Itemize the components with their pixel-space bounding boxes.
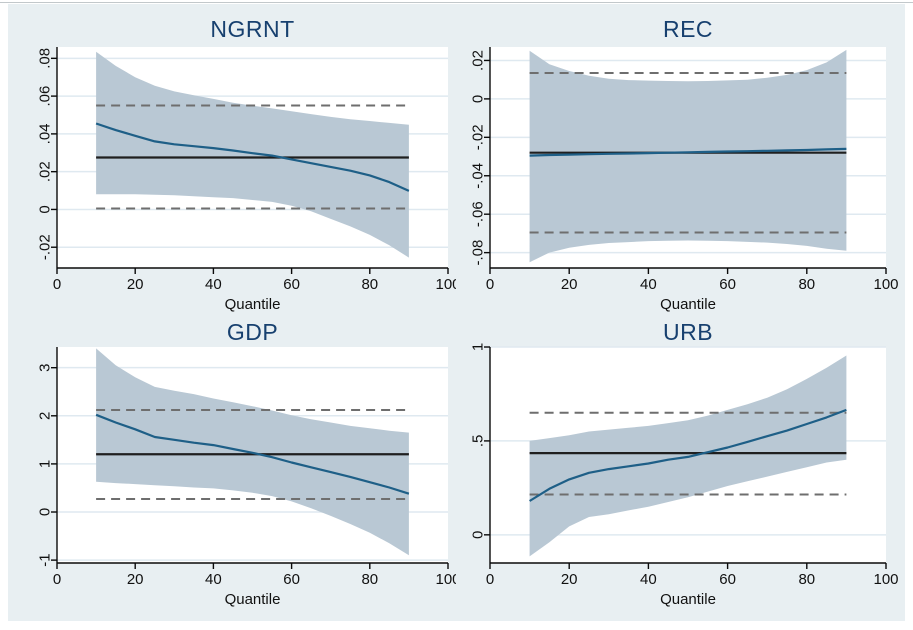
svg-text:-.08: -.08 xyxy=(470,240,487,266)
y-axis-ticks: -1 0 1 2 3 xyxy=(36,364,57,567)
plot-gdp: -1 0 1 2 3 0 20 40 60 80 100 xyxy=(36,347,456,588)
y-axis-ticks: -.08 -.06 -.04 -.02 0 .02 xyxy=(469,50,490,266)
svg-text:40: 40 xyxy=(205,571,222,588)
svg-text:80: 80 xyxy=(361,276,378,293)
svg-text:40: 40 xyxy=(640,571,657,588)
confidence-band xyxy=(529,49,847,263)
quantile-estimate-line xyxy=(95,122,410,192)
svg-text:100: 100 xyxy=(435,276,456,293)
svg-text:0: 0 xyxy=(37,205,54,213)
quantile-estimate-line xyxy=(529,147,847,157)
y-axis-ticks: -.02 0 .02 .04 .06 .08 xyxy=(36,48,57,260)
axes xyxy=(489,47,886,269)
ols-ci-dashed-lines xyxy=(529,411,847,496)
svg-text:100: 100 xyxy=(435,571,456,588)
svg-text:60: 60 xyxy=(283,571,300,588)
svg-text:-.06: -.06 xyxy=(469,201,486,227)
quantile-estimate-line xyxy=(529,408,847,502)
plot-urb: 0.510 20 40 60 80 100 xyxy=(470,343,899,588)
svg-text:0: 0 xyxy=(486,571,494,588)
svg-text:2: 2 xyxy=(36,412,53,420)
ols-ci-dashed-lines xyxy=(529,71,847,234)
svg-text:20: 20 xyxy=(127,276,144,293)
panel-urb: URB 0.5 1 0 20 40 60 80 100 Quantile xyxy=(456,315,905,620)
svg-text:20: 20 xyxy=(561,571,578,588)
svg-text:0: 0 xyxy=(486,276,494,293)
svg-text:0: 0 xyxy=(37,508,54,516)
svg-text:60: 60 xyxy=(719,276,736,293)
panel-rec: REC -.08 -.06 -.04 -.02 0 .02 0 20 40 60 80 100 Qua… xyxy=(456,4,905,315)
svg-text:.02: .02 xyxy=(469,50,486,71)
x-axis-label-ngrnt: Quantile xyxy=(224,296,281,313)
svg-text:3: 3 xyxy=(36,364,53,372)
svg-text:100: 100 xyxy=(873,276,898,293)
svg-text:60: 60 xyxy=(719,571,736,588)
x-axis-ticks: 0 20 40 60 80 100 xyxy=(486,268,899,293)
svg-text:.04: .04 xyxy=(36,123,53,144)
plot-rec: -.08 -.06 -.04 -.02 0 .02 0 20 40 60 80 100 xyxy=(469,47,899,293)
svg-text:0: 0 xyxy=(470,531,487,539)
svg-text:0: 0 xyxy=(53,276,61,293)
svg-text:0: 0 xyxy=(469,95,486,103)
ols-ci-dashed-lines xyxy=(96,104,409,210)
top-border-line xyxy=(0,2,913,3)
x-axis-label-rec: Quantile xyxy=(660,296,716,313)
svg-text:60: 60 xyxy=(283,276,300,293)
svg-text:40: 40 xyxy=(205,276,222,293)
ols-ci-dashed-lines xyxy=(96,409,409,501)
x-axis-label-gdp: Quantile xyxy=(224,591,281,608)
axes xyxy=(56,47,448,269)
plot-ngrnt: -.02 0 .02 .04 .06 .08 0 20 40 60 80 100 xyxy=(36,47,456,293)
x-axis-ticks: 0 20 40 60 80 100 xyxy=(53,268,456,293)
quantile-estimate-line xyxy=(95,413,410,495)
svg-text:.02: .02 xyxy=(36,161,53,182)
svg-text:1: 1 xyxy=(36,460,53,468)
x-axis-ticks: 0 20 40 60 80 100 xyxy=(53,563,456,588)
svg-text:-.02: -.02 xyxy=(37,234,54,260)
panel-title-ngrnt: NGRNT xyxy=(210,16,295,42)
x-axis-label-urb: Quantile xyxy=(660,591,716,608)
svg-text:.08: .08 xyxy=(37,48,54,69)
panel-title-gdp: GDP xyxy=(226,319,279,345)
svg-text:0: 0 xyxy=(53,571,61,588)
axes xyxy=(56,347,448,564)
y-axis-ticks: 0.51 xyxy=(470,343,490,539)
svg-text:80: 80 xyxy=(798,571,815,588)
confidence-band xyxy=(96,51,409,258)
svg-text:40: 40 xyxy=(640,276,657,293)
x-axis-ticks: 0 20 40 60 80 100 xyxy=(486,563,899,588)
svg-text:-.02: -.02 xyxy=(470,124,487,150)
svg-text:-.04: -.04 xyxy=(469,163,486,189)
svg-text:100: 100 xyxy=(873,571,898,588)
panel-title-urb: URB xyxy=(662,319,714,345)
svg-text:.06: .06 xyxy=(37,86,54,107)
axes xyxy=(489,347,886,564)
svg-text:20: 20 xyxy=(561,276,578,293)
panel-gdp: GDP -1 0 1 2 3 0 20 40 60 80 100 Quantile xyxy=(8,315,456,620)
svg-text:80: 80 xyxy=(798,276,815,293)
svg-text:1: 1 xyxy=(470,343,487,351)
svg-text:20: 20 xyxy=(127,571,144,588)
svg-text:-1: -1 xyxy=(37,553,54,566)
svg-text:.5: .5 xyxy=(470,435,487,448)
svg-text:80: 80 xyxy=(361,571,378,588)
panel-ngrnt: NGRNT -.02 0 .02 .04 .06 .08 0 20 40 60 80 100 Quan… xyxy=(8,4,456,315)
panel-title-rec: REC xyxy=(662,16,714,42)
